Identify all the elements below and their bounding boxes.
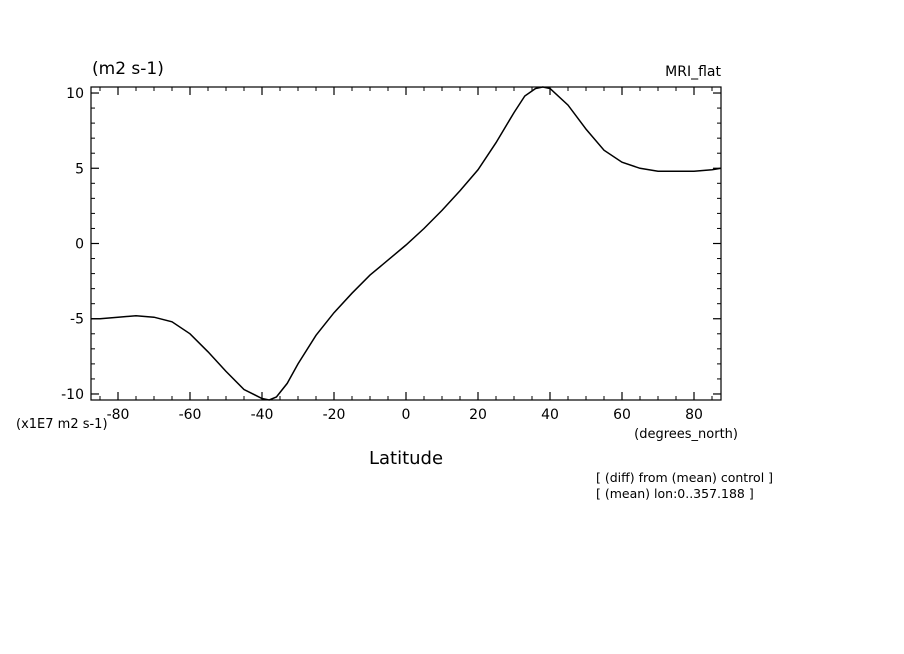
x-axis-label: Latitude <box>369 448 443 469</box>
note-line-1: [ (diff) from (mean) control ] <box>596 470 773 485</box>
x-tick-label: 20 <box>469 407 487 423</box>
x-tick-label: -40 <box>251 407 274 423</box>
x-axis-ticks: -80 -60 -40 -20 0 20 40 60 80 <box>107 87 703 423</box>
x-tick-label: 40 <box>541 407 559 423</box>
note-line-2: [ (mean) lon:0..357.188 ] <box>596 486 754 501</box>
x-tick-label: -20 <box>323 407 346 423</box>
y-tick-label: -10 <box>61 387 84 403</box>
x-tick-label: 0 <box>402 407 411 423</box>
x-units-label: (degrees_north) <box>634 427 738 442</box>
chart-title: (m2 s-1) <box>92 59 164 79</box>
x-tick-label: -80 <box>107 407 130 423</box>
series-line <box>91 86 722 401</box>
x-tick-label: -60 <box>179 407 202 423</box>
y-tick-label: 5 <box>75 161 84 177</box>
x-tick-label: 80 <box>685 407 703 423</box>
plot-frame <box>90 86 722 401</box>
x-tick-label: 60 <box>613 407 631 423</box>
y-tick-label: 0 <box>75 237 84 253</box>
minor-ticks <box>91 87 721 400</box>
y-units-label: (x1E7 m2 s-1) <box>16 417 108 432</box>
y-tick-label: 10 <box>66 86 84 102</box>
y-tick-label: -5 <box>70 312 84 328</box>
y-axis-ticks: 10 5 0 -5 -10 <box>61 86 721 403</box>
model-label: MRI_flat <box>665 64 721 80</box>
